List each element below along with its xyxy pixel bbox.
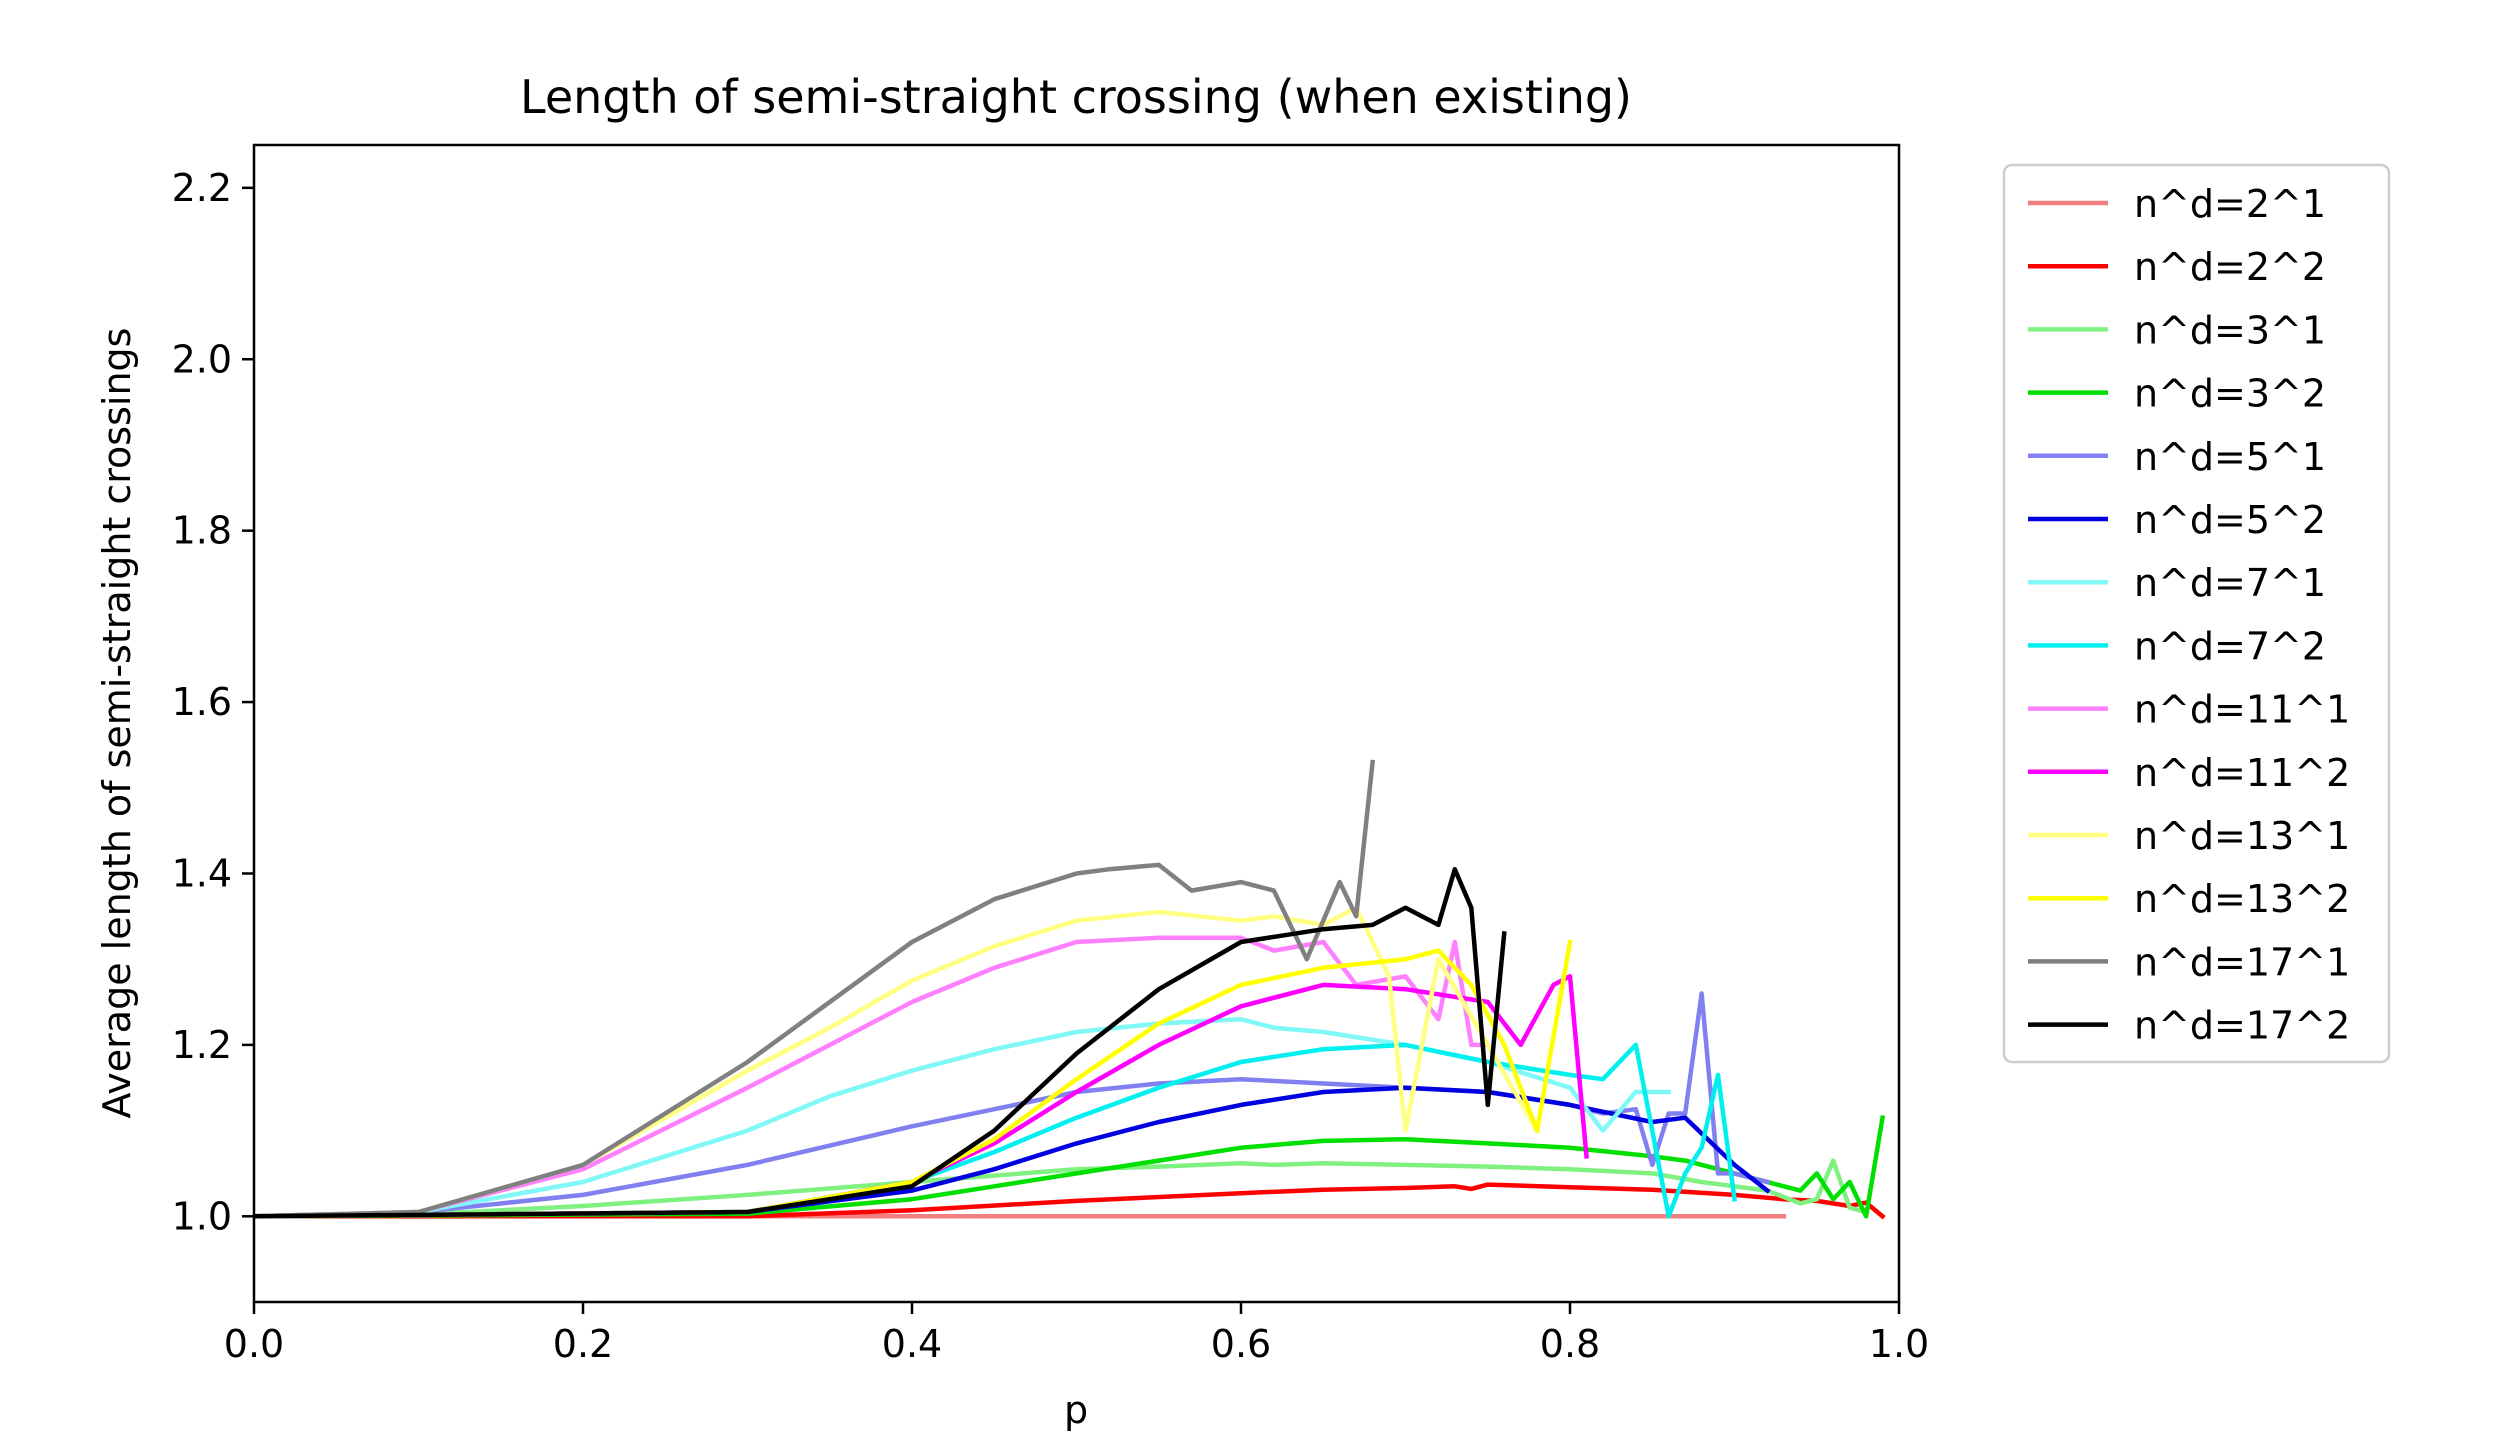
- legend-label: n^d=5^2: [2134, 498, 2326, 542]
- legend-label: n^d=7^2: [2134, 624, 2326, 668]
- x-tick-label: 0.4: [882, 1322, 942, 1366]
- y-tick-label: 1.0: [172, 1194, 232, 1238]
- plot-frame: [252, 143, 1901, 1304]
- x-axis-label: p: [1064, 1388, 1088, 1432]
- y-axis-ticks: 1.0 1.2 1.4 1.6 1.8 2.0 2.2: [172, 166, 254, 1238]
- series-line-n-d-3-1: [254, 1158, 1869, 1219]
- legend-label: n^d=17^2: [2134, 1004, 2350, 1048]
- series-line-n-d-2-2: [254, 1182, 1886, 1220]
- series-line-n-d-7-2: [254, 1042, 1738, 1219]
- legend-label: n^d=13^1: [2134, 814, 2350, 858]
- x-tick-label: 0.8: [1540, 1322, 1600, 1366]
- x-tick-label: 1.0: [1869, 1322, 1929, 1366]
- series-line-n-d-13-1: [254, 905, 1541, 1219]
- legend: n^d=2^1 n^d=2^2 n^d=3^1 n^d=3^2 n^d=5^1 n^d=5…: [2002, 163, 2391, 1064]
- legend-label: n^d=2^1: [2134, 182, 2326, 226]
- legend-label: n^d=11^2: [2134, 751, 2350, 795]
- legend-label: n^d=5^1: [2134, 435, 2326, 479]
- series-line-n-d-3-2: [254, 1115, 1886, 1219]
- y-tick-label: 2.2: [172, 166, 232, 210]
- series-line-n-d-5-2: [254, 1085, 1771, 1219]
- chart-title: Length of semi-straight crossing (when e…: [520, 70, 1632, 124]
- series-line-n-d-7-1: [254, 1016, 1671, 1219]
- y-tick-label: 2.0: [172, 337, 232, 381]
- legend-label: n^d=7^1: [2134, 561, 2326, 605]
- series-line-n-d-17-1: [254, 759, 1376, 1219]
- x-axis-ticks: 0.0 0.2 0.4 0.6 0.8 1.0: [224, 1302, 1929, 1366]
- x-tick-label: 0.2: [553, 1322, 613, 1366]
- legend-label: n^d=11^1: [2134, 688, 2350, 732]
- legend-label: n^d=17^1: [2134, 940, 2350, 984]
- legend-label: n^d=13^2: [2134, 877, 2350, 921]
- legend-label: n^d=3^2: [2134, 372, 2326, 416]
- legend-label: n^d=2^2: [2134, 245, 2326, 289]
- x-tick-label: 0.0: [224, 1322, 284, 1366]
- y-axis-label: Average length of semi-straight crossing…: [95, 328, 139, 1119]
- legend-label: n^d=3^1: [2134, 308, 2326, 352]
- series-line-n-d-11-1: [254, 935, 1491, 1219]
- series-line-n-d-17-2: [254, 866, 1507, 1219]
- y-tick-label: 1.8: [172, 509, 232, 553]
- plot-lines: [254, 759, 1886, 1220]
- legend-frame: [2002, 163, 2391, 1064]
- y-tick-label: 1.6: [172, 680, 232, 724]
- y-tick-label: 1.2: [172, 1023, 232, 1067]
- y-tick-label: 1.4: [172, 851, 232, 895]
- x-tick-label: 0.6: [1211, 1322, 1271, 1366]
